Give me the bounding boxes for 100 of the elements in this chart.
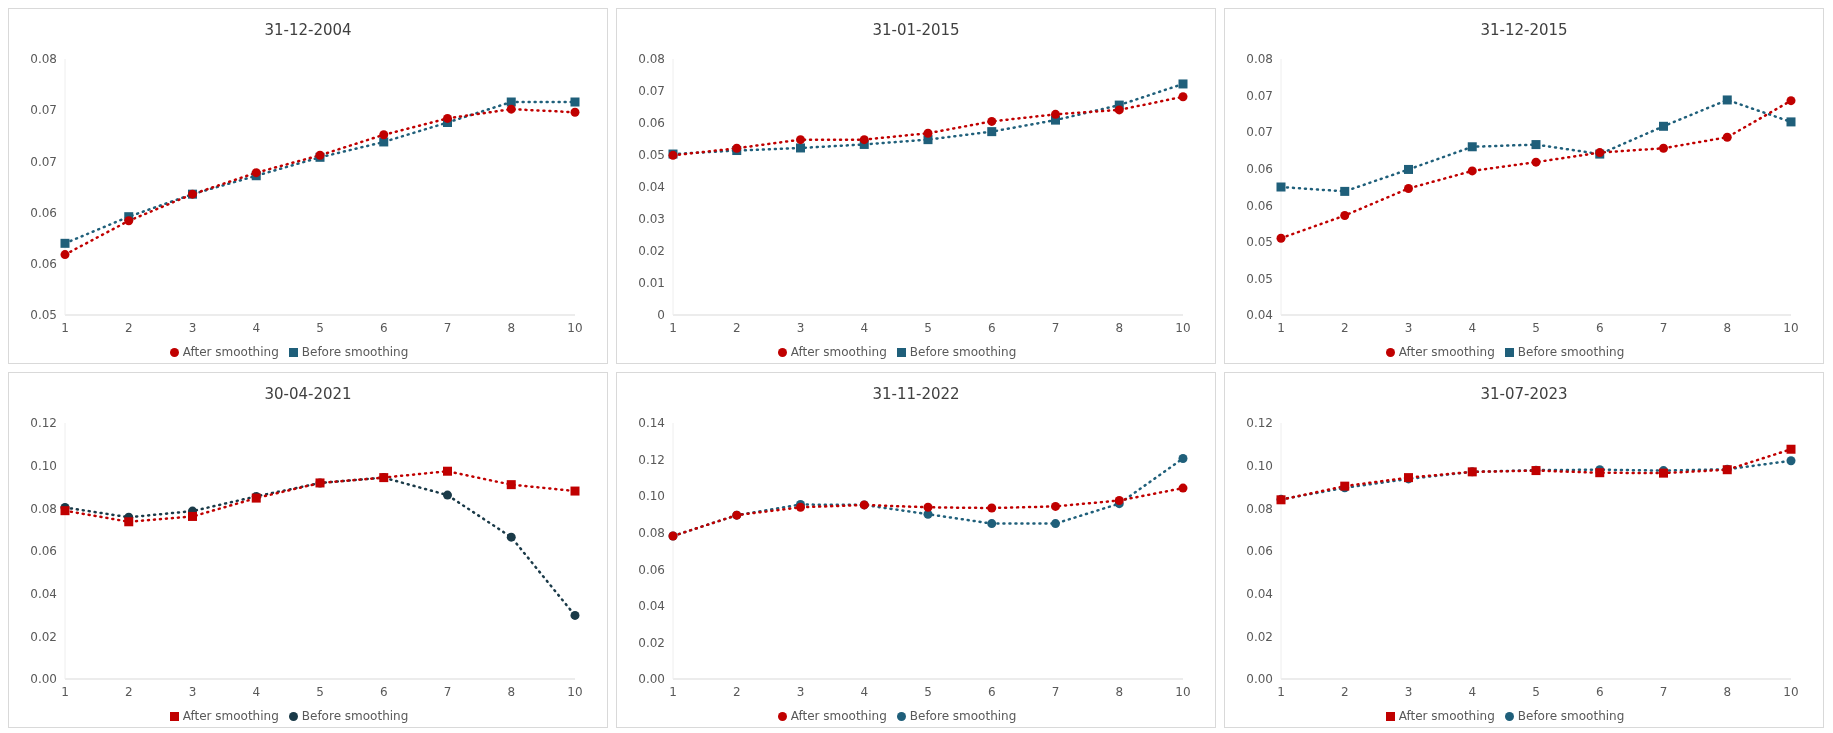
x-tick-label: 4: [1468, 320, 1477, 335]
y-tick-label: 0.10: [638, 489, 665, 504]
x-tick-label: 6: [1595, 320, 1604, 335]
y-tick-label: 0.14: [638, 416, 665, 431]
chart-title: 31-12-2015: [1479, 20, 1569, 41]
x-tick-label: 6: [987, 684, 996, 699]
x-tick-label: 2: [124, 684, 133, 699]
y-tick-label: 0.00: [30, 672, 57, 687]
y-tick-label: 0.06: [30, 205, 57, 220]
x-tick-label: 6: [379, 684, 388, 699]
y-tick-label: 0.06: [1246, 544, 1273, 559]
x-tick-label: 4: [860, 684, 869, 699]
x-tick-label: 1: [61, 320, 69, 335]
x-tick-label: 2: [732, 684, 741, 699]
x-tick-label: 7: [443, 320, 452, 335]
x-tick-label: 10: [1783, 684, 1799, 699]
x-tick-label: 4: [252, 684, 261, 699]
x-tick-label: 8: [1723, 320, 1732, 335]
x-tick-label: 5: [1532, 684, 1540, 699]
legend-label: Before smoothing: [909, 345, 1017, 359]
x-tick-label: 8: [507, 684, 516, 699]
y-tick-label: 0.00: [638, 672, 665, 687]
legend-label: After smoothing: [1398, 345, 1495, 359]
y-tick-label: 0.05: [1246, 271, 1273, 286]
legend-label: After smoothing: [790, 345, 887, 359]
x-tick-label: 6: [379, 320, 388, 335]
y-tick-label: 0.01: [638, 276, 665, 291]
x-tick-label: 4: [860, 320, 869, 335]
y-tick-label: 0.08: [638, 525, 665, 540]
legend-label: After smoothing: [182, 709, 279, 723]
x-tick-label: 5: [924, 320, 932, 335]
x-tick-label: 5: [316, 684, 324, 699]
y-tick-label: 0.05: [30, 308, 57, 323]
y-tick-label: 0.06: [30, 257, 57, 272]
legend-label: Before smoothing: [301, 709, 409, 723]
x-tick-label: 8: [507, 320, 516, 335]
y-tick-label: 0.04: [30, 586, 57, 601]
y-tick-label: 0.06: [30, 544, 57, 559]
x-tick-label: 7: [443, 684, 452, 699]
x-tick-label: 5: [1532, 320, 1540, 335]
y-tick-label: 0.02: [1246, 629, 1273, 644]
x-tick-label: 4: [252, 320, 261, 335]
x-tick-label: 5: [924, 684, 932, 699]
y-tick-label: 0.04: [1246, 586, 1273, 601]
x-tick-label: 2: [124, 320, 133, 335]
y-tick-label: 0.05: [1246, 235, 1273, 250]
x-tick-label: 10: [1783, 320, 1799, 335]
x-tick-label: 7: [1051, 320, 1060, 335]
y-tick-label: 0.05: [638, 148, 665, 163]
y-tick-label: 0.08: [30, 52, 57, 67]
x-tick-label: 7: [1659, 684, 1668, 699]
y-tick-label: 0.04: [638, 180, 665, 195]
y-tick-label: 0.07: [638, 84, 665, 99]
chart-title: 30-04-2021: [263, 384, 353, 405]
x-tick-label: 3: [796, 684, 805, 699]
chart-title: 31-12-2004: [263, 20, 353, 41]
x-tick-label: 3: [188, 684, 197, 699]
x-tick-label: 2: [1340, 684, 1349, 699]
legend-label: Before smoothing: [1517, 709, 1625, 723]
y-tick-label: 0.07: [30, 154, 57, 169]
y-tick-label: 0.04: [638, 599, 665, 614]
y-tick-label: 0.10: [30, 458, 57, 473]
x-tick-label: 1: [1277, 684, 1285, 699]
y-tick-label: 0.06: [1246, 198, 1273, 213]
x-tick-label: 7: [1051, 684, 1060, 699]
y-tick-label: 0.00: [1246, 672, 1273, 687]
x-tick-label: 7: [1659, 320, 1668, 335]
y-tick-label: 0.02: [30, 629, 57, 644]
y-tick-label: 0.06: [638, 116, 665, 131]
y-tick-label: 0.02: [638, 635, 665, 650]
x-tick-label: 3: [1404, 320, 1413, 335]
legend-label: After smoothing: [182, 345, 279, 359]
x-tick-label: 10: [1175, 320, 1191, 335]
x-tick-label: 6: [1595, 684, 1604, 699]
y-tick-label: 0.12: [638, 452, 665, 467]
x-tick-label: 10: [567, 684, 583, 699]
y-tick-label: 0.10: [1246, 458, 1273, 473]
legend-label: Before smoothing: [301, 345, 409, 359]
y-tick-label: 0.02: [638, 244, 665, 259]
x-tick-label: 3: [188, 320, 197, 335]
x-tick-label: 3: [1404, 684, 1413, 699]
y-tick-label: 0.07: [30, 103, 57, 118]
x-tick-label: 1: [61, 684, 69, 699]
y-tick-label: 0.12: [1246, 416, 1273, 431]
x-tick-label: 8: [1723, 684, 1732, 699]
x-tick-label: 3: [796, 320, 805, 335]
y-tick-label: 0.08: [1246, 52, 1273, 67]
x-tick-label: 10: [1175, 684, 1191, 699]
y-tick-label: 0.04: [1246, 308, 1273, 323]
legend-label: Before smoothing: [909, 709, 1017, 723]
x-tick-label: 1: [669, 320, 677, 335]
x-tick-label: 1: [669, 684, 677, 699]
y-tick-label: 0: [657, 308, 665, 323]
x-tick-label: 10: [567, 320, 583, 335]
y-tick-label: 0.08: [638, 52, 665, 67]
x-tick-label: 2: [1340, 320, 1349, 335]
x-tick-label: 2: [732, 320, 741, 335]
x-tick-label: 1: [1277, 320, 1285, 335]
legend-label: After smoothing: [1398, 709, 1495, 723]
y-tick-label: 0.06: [1246, 161, 1273, 176]
